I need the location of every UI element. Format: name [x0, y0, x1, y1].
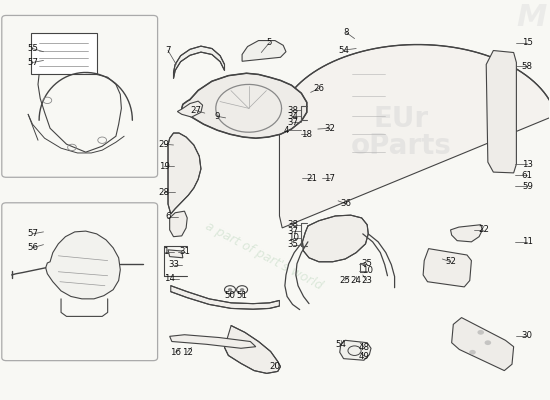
Text: 33: 33 [168, 260, 179, 269]
Text: 27: 27 [190, 106, 201, 115]
Polygon shape [168, 250, 183, 258]
Text: 21: 21 [306, 174, 317, 182]
Polygon shape [423, 249, 471, 287]
Polygon shape [486, 50, 516, 173]
Text: 57: 57 [27, 229, 38, 238]
Text: 61: 61 [522, 171, 533, 180]
Polygon shape [450, 225, 482, 242]
Text: 11: 11 [522, 237, 533, 246]
Text: 35: 35 [362, 259, 373, 268]
Text: 15: 15 [522, 38, 533, 47]
Text: 32: 32 [324, 124, 336, 133]
Polygon shape [173, 46, 224, 78]
Text: 31: 31 [179, 247, 190, 256]
Text: 7: 7 [165, 46, 170, 55]
Polygon shape [46, 231, 120, 299]
Text: 17: 17 [324, 174, 336, 182]
Text: 35: 35 [288, 240, 299, 249]
Text: 29: 29 [159, 140, 169, 149]
Circle shape [477, 330, 484, 335]
Polygon shape [169, 335, 256, 348]
Text: 38: 38 [288, 220, 299, 229]
Text: 13: 13 [522, 160, 533, 169]
Polygon shape [169, 211, 187, 237]
Text: 25: 25 [339, 276, 350, 285]
Text: 51: 51 [236, 291, 248, 300]
Text: 58: 58 [522, 62, 533, 71]
Polygon shape [168, 133, 201, 214]
FancyBboxPatch shape [2, 16, 158, 177]
Text: 37: 37 [288, 118, 299, 127]
Text: 24: 24 [351, 276, 362, 285]
FancyBboxPatch shape [2, 203, 158, 361]
Text: 6: 6 [165, 212, 170, 221]
Polygon shape [177, 101, 202, 117]
Circle shape [485, 340, 491, 345]
Text: 5: 5 [267, 38, 272, 47]
Text: a part of part's world: a part of part's world [203, 219, 325, 292]
Text: 12: 12 [182, 348, 192, 357]
Polygon shape [242, 40, 286, 61]
Circle shape [240, 288, 244, 291]
Text: 34: 34 [288, 112, 299, 121]
Polygon shape [302, 215, 368, 262]
Text: M: M [516, 3, 547, 32]
Text: 9: 9 [214, 112, 220, 121]
Text: 14: 14 [164, 274, 175, 284]
Circle shape [469, 350, 476, 355]
Text: 1: 1 [163, 247, 168, 256]
Text: 48: 48 [359, 343, 370, 352]
Text: 4: 4 [283, 126, 289, 135]
Polygon shape [279, 44, 550, 228]
Text: EUr
oParts: EUr oParts [351, 105, 452, 160]
Text: 55: 55 [27, 44, 38, 53]
Text: 56: 56 [27, 243, 38, 252]
Text: 22: 22 [478, 225, 489, 234]
Text: 10: 10 [288, 233, 299, 242]
Polygon shape [452, 318, 514, 371]
Text: 26: 26 [314, 84, 324, 93]
Text: 28: 28 [159, 188, 170, 196]
Text: 37: 37 [288, 226, 299, 236]
Polygon shape [31, 32, 97, 74]
Text: 54: 54 [338, 46, 349, 55]
Circle shape [228, 288, 232, 291]
Text: 54: 54 [336, 340, 346, 349]
Text: 38: 38 [288, 106, 299, 115]
Polygon shape [340, 340, 371, 360]
Text: 8: 8 [344, 28, 349, 37]
Text: 16: 16 [169, 348, 180, 357]
Text: 23: 23 [361, 276, 372, 285]
Text: 10: 10 [362, 266, 373, 276]
Polygon shape [170, 286, 279, 309]
Text: 57: 57 [27, 58, 38, 67]
Text: 20: 20 [270, 362, 280, 371]
Text: 52: 52 [445, 257, 456, 266]
Polygon shape [224, 326, 280, 373]
Text: 19: 19 [159, 162, 169, 171]
Text: 50: 50 [224, 291, 235, 300]
Polygon shape [182, 73, 307, 138]
Text: 49: 49 [359, 352, 370, 361]
Text: 36: 36 [341, 200, 352, 208]
Text: 59: 59 [522, 182, 533, 191]
Text: 30: 30 [522, 331, 533, 340]
Text: 18: 18 [301, 130, 312, 139]
